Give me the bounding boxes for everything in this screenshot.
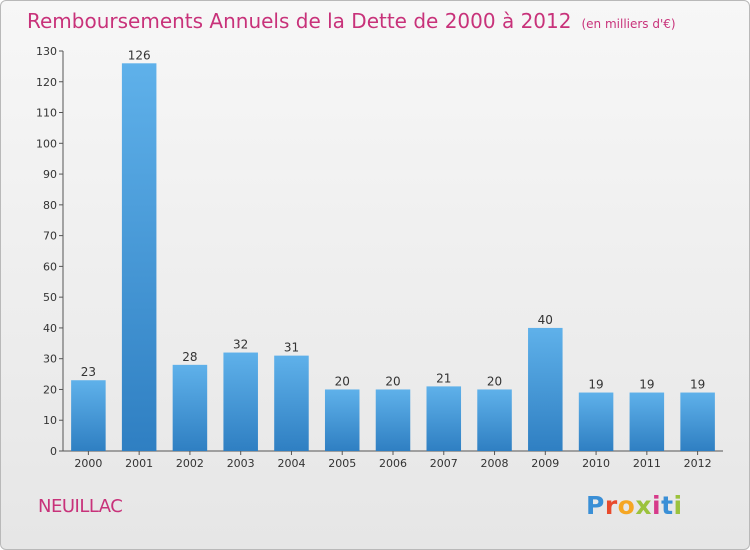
- bar-2010: [578, 392, 614, 451]
- bar-2004: [274, 355, 309, 451]
- y-tick-label: 90: [43, 168, 57, 181]
- data-label-2004: 31: [284, 341, 299, 355]
- data-label-2009: 40: [538, 313, 553, 327]
- bar-2011: [629, 392, 665, 451]
- logo-letter: o: [617, 491, 636, 520]
- x-tick-label-2011: 2011: [633, 457, 661, 470]
- x-tick-label-2001: 2001: [125, 457, 153, 470]
- y-tick-label: 60: [43, 260, 57, 273]
- bar-2002: [172, 364, 208, 451]
- axes: 0 10 20 30 40 50 60 70 80 90 100 110 120 130 2000 2001 2…: [36, 45, 723, 470]
- data-label-2002: 28: [182, 350, 197, 364]
- logo-letter: r: [604, 491, 618, 520]
- x-tick-label-2002: 2002: [176, 457, 204, 470]
- data-label-2005: 20: [335, 374, 350, 388]
- commune-name: NEUILLAC: [38, 496, 123, 517]
- y-tick-label: 70: [43, 230, 57, 243]
- data-label-2003: 32: [233, 338, 248, 352]
- bar-2007: [426, 386, 462, 451]
- x-tick-label-2008: 2008: [481, 457, 509, 470]
- x-tick-label-2012: 2012: [684, 457, 712, 470]
- x-tick-label-2006: 2006: [379, 457, 407, 470]
- chart-title: Remboursements Annuels de la Dette de 20…: [27, 9, 676, 33]
- logo-letter: i: [652, 491, 662, 520]
- y-tick-label: 50: [43, 291, 57, 304]
- bar-2009: [528, 327, 563, 451]
- bar-2006: [375, 389, 411, 451]
- x-tick-label-2005: 2005: [328, 457, 356, 470]
- title-text: Remboursements Annuels de la Dette de 20…: [27, 9, 572, 33]
- bar-2003: [223, 352, 258, 451]
- y-tick-label: 30: [43, 353, 57, 366]
- y-tick-label: 40: [43, 322, 57, 335]
- data-label-2001: 126: [128, 48, 151, 62]
- bar-2012: [680, 392, 715, 451]
- y-tick-label: 120: [36, 76, 57, 89]
- bar-2000: [71, 380, 106, 451]
- bar-2008: [477, 389, 512, 451]
- unit-label: (en milliers d'€): [581, 17, 676, 31]
- y-tick-label: 130: [36, 45, 57, 58]
- bar-2001: [121, 63, 157, 452]
- y-tick-label: 20: [43, 383, 57, 396]
- x-tick-label-2004: 2004: [277, 457, 305, 470]
- bars: 23 126 28 32 31 20 20 21 20 40 19 19 19: [71, 48, 715, 452]
- x-tick-label-2010: 2010: [582, 457, 610, 470]
- data-label-2007: 21: [436, 371, 451, 385]
- x-tick-label-2009: 2009: [531, 457, 559, 470]
- logo-letter: P: [586, 491, 605, 520]
- data-label-2011: 19: [639, 378, 654, 392]
- y-tick-label: 0: [50, 445, 57, 458]
- x-tick-label-2007: 2007: [430, 457, 458, 470]
- data-label-2012: 19: [690, 378, 705, 392]
- x-tick-label-2000: 2000: [74, 457, 102, 470]
- data-label-2010: 19: [588, 378, 603, 392]
- y-tick-label: 110: [36, 107, 57, 120]
- y-tick-label: 10: [43, 414, 57, 427]
- proxiti-logo[interactable]: Proxiti: [586, 491, 683, 520]
- logo-letter: i: [673, 491, 683, 520]
- data-label-2008: 20: [487, 374, 502, 388]
- x-tick-label-2003: 2003: [227, 457, 255, 470]
- logo-letter: x: [635, 491, 652, 520]
- logo-letter: t: [661, 491, 674, 520]
- y-tick-label: 80: [43, 199, 57, 212]
- data-label-2006: 20: [385, 374, 400, 388]
- bar-2005: [324, 389, 360, 451]
- y-tick-label: 100: [36, 137, 57, 150]
- data-label-2000: 23: [81, 365, 96, 379]
